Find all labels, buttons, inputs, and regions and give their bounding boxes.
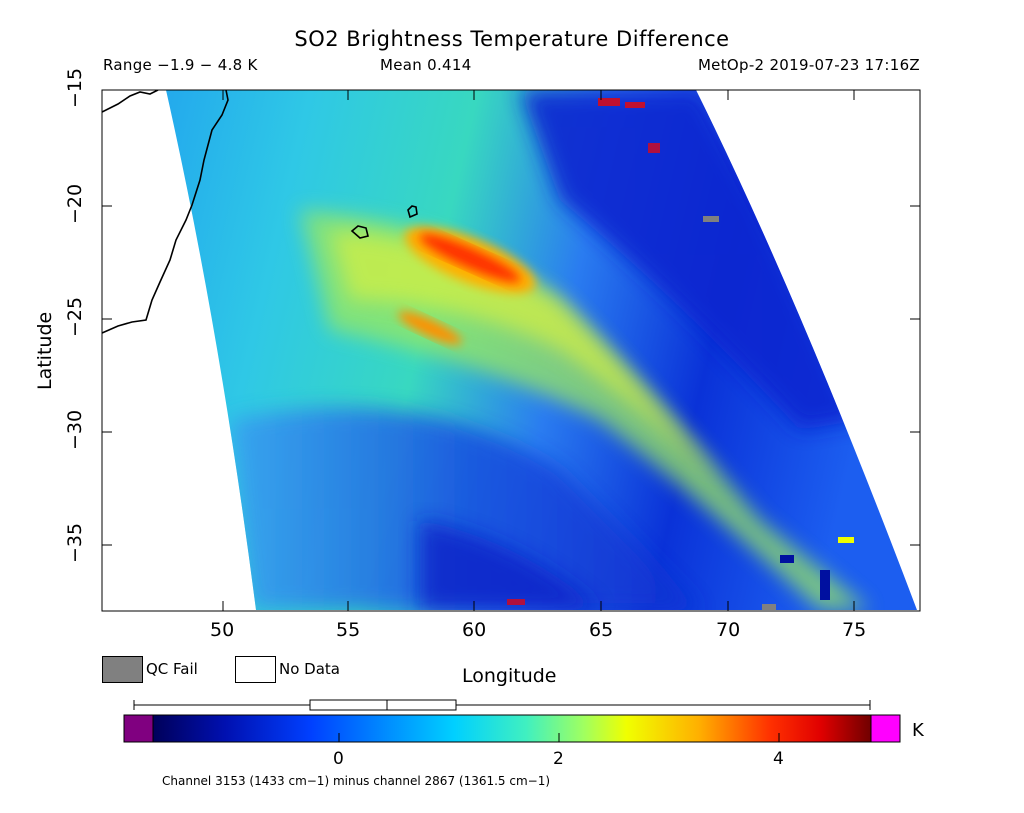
no-data-swatch xyxy=(235,656,276,683)
x-tick-label: 75 xyxy=(842,619,867,641)
mauritius-island xyxy=(407,205,418,219)
y-tick-label: −20 xyxy=(64,183,86,224)
qc-fail-swatch xyxy=(102,656,143,683)
x-tick-label: 55 xyxy=(336,619,361,641)
colorbar-caption: Channel 3153 (1433 cm−1) minus channel 2… xyxy=(162,774,551,788)
colorbar xyxy=(123,714,901,743)
colorbar-over xyxy=(870,714,901,743)
y-axis-title: Latitude xyxy=(34,311,56,390)
x-tick-label: 60 xyxy=(462,619,487,641)
madagascar-north-coast xyxy=(102,90,159,113)
range-text: Range −1.9 − 4.8 K xyxy=(103,56,258,74)
colorbar-tick-label: 2 xyxy=(553,749,564,769)
x-tick-label: 50 xyxy=(210,619,235,641)
x-axis-title: Longitude xyxy=(462,665,557,687)
y-tick-label: −35 xyxy=(64,522,86,563)
no-data-label: No Data xyxy=(279,660,340,678)
y-tick-label: −15 xyxy=(64,67,86,108)
colorbar-unit: K xyxy=(912,720,924,741)
x-ticks xyxy=(222,90,855,611)
colorbar-tick-label: 0 xyxy=(333,749,344,769)
x-tick-label: 70 xyxy=(716,619,741,641)
y-tick-label: −30 xyxy=(64,409,86,450)
y-tick-label: −25 xyxy=(64,296,86,337)
colorbar-under xyxy=(123,714,154,743)
y-ticks xyxy=(102,205,920,546)
satellite-time-text: MetOp-2 2019-07-23 17:16Z xyxy=(697,56,920,74)
plot-frame xyxy=(101,89,921,612)
colorbar-scale xyxy=(152,714,872,743)
reunion-island xyxy=(350,225,369,239)
so2-swath xyxy=(166,90,917,610)
plot-title: SO2 Brightness Temperature Difference xyxy=(294,27,730,51)
box-plot xyxy=(133,699,871,711)
mean-text: Mean 0.414 xyxy=(380,56,472,74)
x-tick-label: 65 xyxy=(589,619,614,641)
coastline xyxy=(102,90,418,334)
madagascar-coast xyxy=(102,90,229,334)
qc-fail-label: QC Fail xyxy=(146,660,198,678)
colorbar-tick-label: 4 xyxy=(773,749,784,769)
